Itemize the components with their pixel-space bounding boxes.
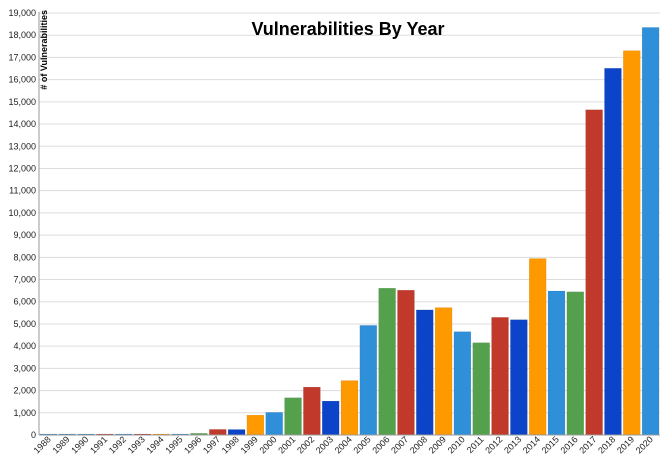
y-tick-label: 9,000 bbox=[13, 230, 36, 240]
x-tick-label: 1989 bbox=[50, 434, 71, 455]
bar-2001 bbox=[284, 397, 302, 436]
x-tick-label: 1994 bbox=[144, 434, 165, 455]
bar-1997 bbox=[209, 429, 227, 436]
bar-2012 bbox=[491, 317, 509, 436]
y-tick-label: 11,000 bbox=[9, 186, 36, 196]
bar-2005 bbox=[359, 325, 378, 436]
x-tick-label: 2013 bbox=[502, 434, 523, 455]
x-tick-label: 2003 bbox=[314, 434, 335, 455]
x-tick-label: 2001 bbox=[276, 434, 297, 455]
x-tick-label: 1997 bbox=[201, 434, 222, 455]
x-tick-label: 2007 bbox=[389, 434, 410, 455]
bar-2018 bbox=[604, 68, 622, 436]
x-tick-label: 1999 bbox=[239, 434, 260, 455]
x-tick-label: 2020 bbox=[634, 434, 655, 455]
x-tick-label: 2016 bbox=[558, 434, 579, 455]
bar-1998 bbox=[227, 429, 246, 436]
x-tick-label: 1992 bbox=[107, 434, 128, 455]
y-tick-label: 7,000 bbox=[13, 275, 36, 285]
x-tick-label: 1995 bbox=[163, 434, 184, 455]
x-tick-label: 2009 bbox=[427, 434, 448, 455]
x-tick-label: 1990 bbox=[69, 434, 90, 455]
y-tick-label: 17,000 bbox=[8, 52, 36, 62]
y-tick-labels: 0 1,000 2,000 3,000 4,000 5,000 6,000 7,000 8,00… bbox=[8, 8, 36, 440]
bar-2017 bbox=[585, 109, 603, 436]
x-tick-label: 2002 bbox=[295, 434, 316, 455]
bar-2003 bbox=[321, 400, 340, 436]
y-tick-label: 2,000 bbox=[13, 386, 36, 396]
bar-2004 bbox=[340, 380, 359, 436]
bar-2008 bbox=[416, 309, 434, 436]
y-tick-label: 4,000 bbox=[13, 341, 36, 351]
x-tick-label: 2005 bbox=[351, 434, 372, 455]
x-tick-label: 2019 bbox=[615, 434, 636, 455]
y-tick-label: 5,000 bbox=[13, 319, 36, 329]
y-tick-label: 15,000 bbox=[8, 97, 36, 107]
x-tick-label: 2014 bbox=[521, 434, 542, 455]
bar-2019 bbox=[623, 50, 641, 436]
y-tick-label: 13,000 bbox=[8, 141, 36, 151]
bar-2020 bbox=[641, 27, 660, 436]
bar-2016 bbox=[566, 291, 585, 436]
y-tick-label: 19,000 bbox=[8, 8, 36, 18]
x-tick-label: 1998 bbox=[220, 434, 241, 455]
bar-2009 bbox=[434, 307, 453, 436]
y-tick-label: 0 bbox=[31, 430, 36, 440]
y-tick-label: 18,000 bbox=[8, 30, 36, 40]
x-tick-label: 2015 bbox=[540, 434, 561, 455]
x-tick-label: 1996 bbox=[182, 434, 203, 455]
bars bbox=[39, 27, 660, 436]
x-tick-label: 2008 bbox=[408, 434, 429, 455]
y-tick-label: 1,000 bbox=[13, 408, 36, 418]
bar-2015 bbox=[547, 290, 566, 436]
y-tick-label: 12,000 bbox=[8, 163, 36, 173]
y-tick-label: 8,000 bbox=[13, 252, 36, 262]
chart-title: Vulnerabilities By Year bbox=[251, 19, 444, 39]
y-tick-label: 3,000 bbox=[13, 363, 36, 373]
x-tick-label: 2000 bbox=[257, 434, 278, 455]
gridlines bbox=[39, 12, 660, 414]
bar-1999 bbox=[246, 414, 265, 436]
x-tick-label: 2004 bbox=[333, 434, 354, 455]
bar-2006 bbox=[378, 287, 396, 436]
x-tick-label: 1993 bbox=[126, 434, 147, 455]
bar-2014 bbox=[528, 258, 547, 436]
bar-2013 bbox=[510, 319, 528, 436]
y-tick-label: 10,000 bbox=[8, 208, 36, 218]
x-tick-label: 2012 bbox=[483, 434, 504, 455]
x-tick-label: 2017 bbox=[577, 434, 598, 455]
y-tick-label: 16,000 bbox=[8, 75, 36, 85]
bar-2007 bbox=[397, 289, 415, 436]
x-tick-labels: 1988198919901991199219931994199519961997… bbox=[32, 434, 655, 455]
x-tick-label: 1991 bbox=[88, 434, 109, 455]
x-tick-label: 2010 bbox=[446, 434, 467, 455]
bar-2002 bbox=[303, 386, 321, 436]
x-tick-label: 2018 bbox=[596, 434, 617, 455]
x-tick-label: 2011 bbox=[465, 434, 486, 455]
x-tick-label: 2006 bbox=[370, 434, 391, 455]
bar-2010 bbox=[453, 331, 472, 436]
y-tick-label: 14,000 bbox=[8, 119, 36, 129]
bar-2000 bbox=[265, 412, 283, 436]
y-tick-label: 6,000 bbox=[13, 297, 36, 307]
y-axis-label: # of Vulnerabilities bbox=[39, 10, 49, 90]
bar-2011 bbox=[472, 342, 490, 436]
